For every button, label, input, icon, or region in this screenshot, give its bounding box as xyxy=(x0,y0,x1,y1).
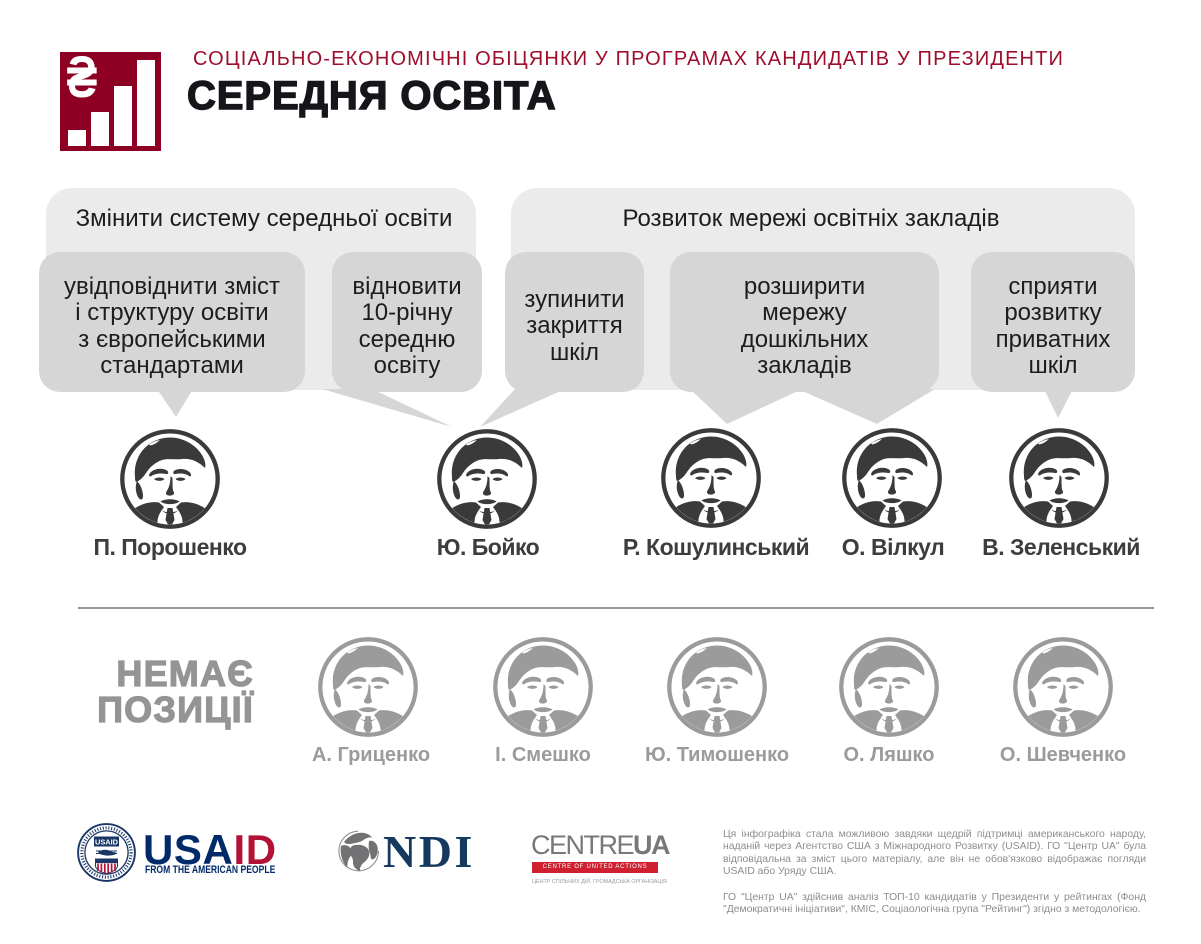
svg-text:USAID: USAID xyxy=(95,838,119,847)
